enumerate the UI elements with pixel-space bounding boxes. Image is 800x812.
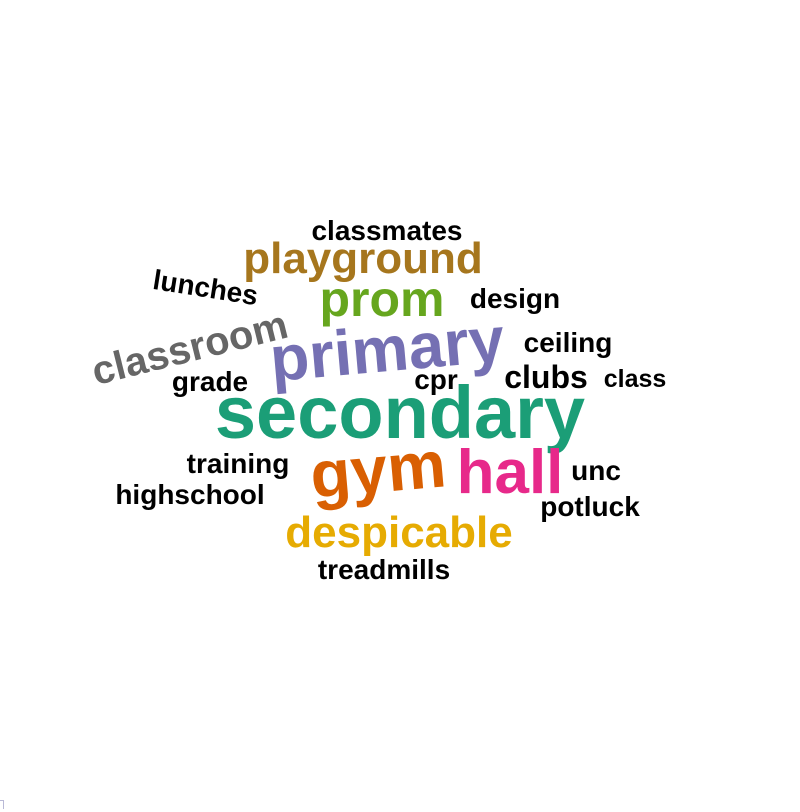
- word-treadmills: treadmills: [318, 554, 450, 585]
- word-playground: playground: [243, 234, 483, 283]
- word-class: class: [604, 365, 667, 393]
- word-design: design: [470, 283, 560, 314]
- word-clubs: clubs: [504, 359, 588, 395]
- word-secondary: secondary: [215, 371, 585, 454]
- corner-marker: [0, 800, 4, 809]
- word-classmates: classmates: [311, 215, 462, 246]
- word-despicable: despicable: [285, 508, 512, 557]
- word-ceiling: ceiling: [524, 327, 613, 358]
- word-highschool: highschool: [115, 479, 264, 510]
- word-grade: grade: [172, 366, 248, 397]
- word-training: training: [187, 448, 290, 479]
- word-gym: gym: [307, 426, 449, 512]
- word-cpr: cpr: [414, 364, 458, 395]
- word-prom: prom: [320, 271, 445, 327]
- word-hall: hall: [457, 438, 564, 507]
- word-unc: unc: [571, 455, 621, 486]
- word-potluck: potluck: [540, 491, 640, 522]
